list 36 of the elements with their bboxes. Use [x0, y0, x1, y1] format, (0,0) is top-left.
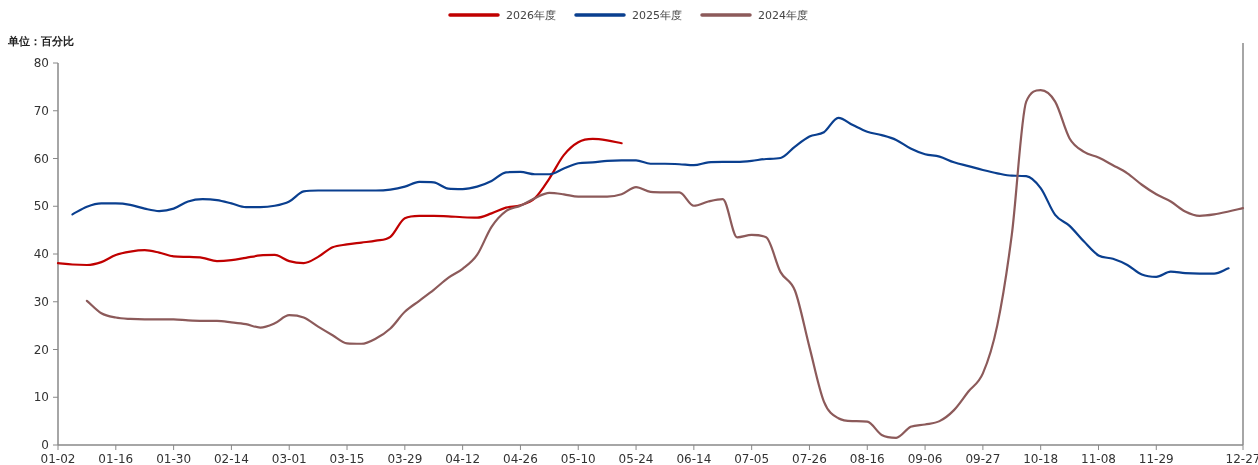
y-tick-label: 70: [33, 103, 49, 118]
x-tick-label: 04-26: [503, 452, 538, 465]
x-tick-label: 09-27: [965, 452, 1001, 465]
x-tick-label: 06-14: [676, 452, 712, 465]
y-tick-label: 40: [33, 247, 49, 261]
line-series: [56, 137, 623, 267]
x-tick-label: 11-08: [1081, 452, 1116, 465]
x-tick-label: 08-16: [849, 452, 885, 465]
x-tick-label: 01-30: [156, 452, 192, 465]
x-tick-label: 03-29: [387, 452, 423, 465]
legend-label: 2026年度: [506, 9, 556, 22]
x-tick-label: 05-24: [618, 452, 654, 465]
y-tick-label: 50: [33, 199, 49, 214]
x-tick-label: 07-05: [734, 452, 770, 465]
y-tick-label: 20: [33, 342, 49, 357]
y-axis-title: 单位：百分比: [7, 35, 74, 48]
x-tick-label: 10-18: [1023, 452, 1059, 465]
x-tick-label: 03-15: [329, 452, 365, 465]
line-series: [85, 89, 1245, 439]
legend-label: 2025年度: [632, 9, 682, 22]
x-tick-label: 09-06: [907, 452, 943, 465]
x-tick-label: 01-02: [40, 452, 76, 465]
x-tick-label: 05-10: [560, 452, 596, 465]
y-tick-label: 80: [33, 56, 49, 70]
y-tick-label: 10: [33, 390, 49, 405]
y-tick-label: 60: [33, 151, 49, 166]
x-tick-label: 02-14: [213, 452, 249, 465]
line-series: [71, 116, 1230, 279]
legend-label: 2024年度: [758, 9, 808, 22]
y-tick-label: 30: [33, 294, 49, 309]
y-tick-label: 0: [41, 438, 49, 452]
x-tick-label: 04-12: [445, 452, 481, 465]
x-tick-label: 11-29: [1138, 452, 1174, 465]
x-tick-label: 07-26: [792, 452, 827, 465]
x-tick-label: 03-01: [271, 452, 307, 465]
x-tick-label: 01-16: [98, 452, 134, 465]
